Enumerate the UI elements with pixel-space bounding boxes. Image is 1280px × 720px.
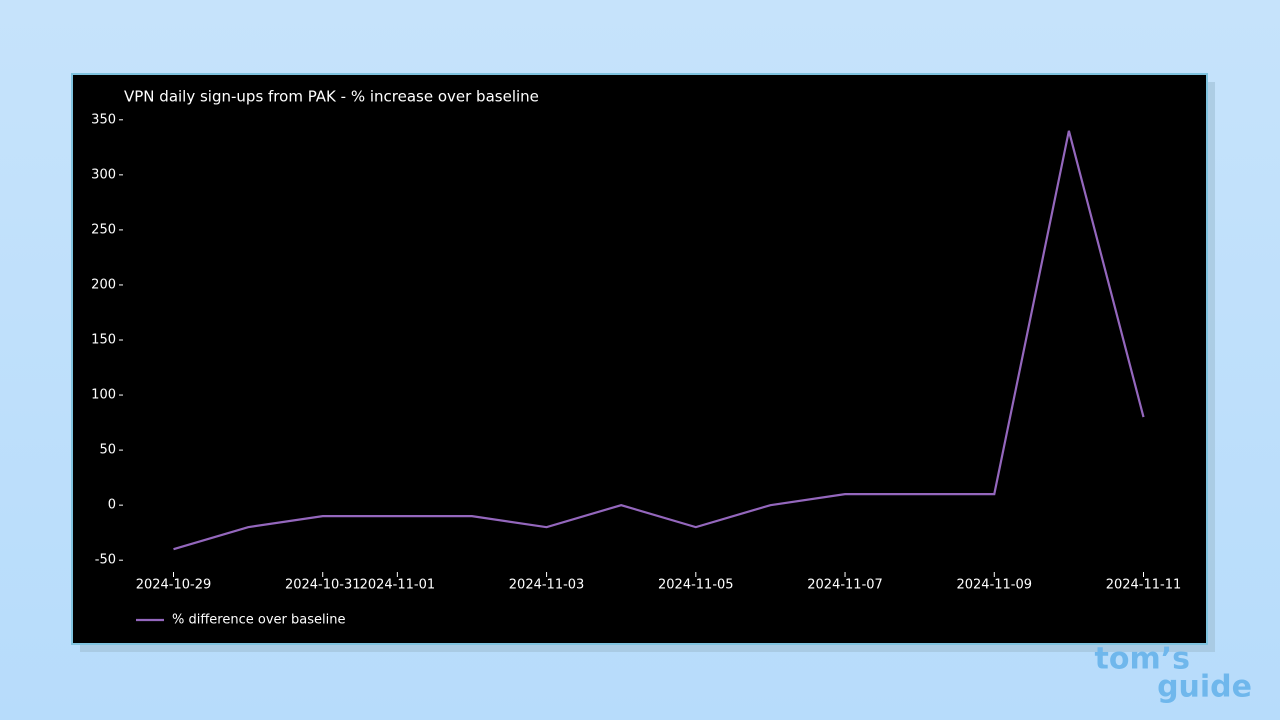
chart-title: VPN daily sign-ups from PAK - % increase… (124, 88, 539, 106)
y-tick-label: 200 (91, 277, 116, 292)
watermark: tom’s (1095, 642, 1190, 677)
x-tick-label: 2024-11-05 (658, 578, 734, 593)
line (173, 130, 1145, 551)
y-tick-label: 350 (91, 112, 116, 127)
y-tick-label: 50 (99, 443, 116, 458)
x-tick-label: 2024-11-07 (807, 578, 883, 593)
y-tick-label: -50 (95, 553, 116, 568)
y-tick-label: 100 (91, 388, 116, 403)
x-tick-label: 2024-11-01 (360, 578, 436, 593)
y-tick-label: 0 (108, 498, 116, 513)
watermark: guide (1157, 670, 1252, 705)
y-tick-label: 300 (91, 167, 116, 182)
x-tick-label: 2024-10-29 (136, 578, 212, 593)
x-tick-label: 2024-11-11 (1106, 578, 1182, 593)
x-tick-label: 2024-10-31 (285, 578, 361, 593)
y-tick-label: 250 (91, 222, 116, 237)
chart-panel (71, 73, 1208, 645)
legend-label: % difference over baseline (172, 613, 345, 628)
y-tick-label: 150 (91, 333, 116, 348)
x-tick-label: 2024-11-03 (509, 578, 585, 593)
x-tick-label: 2024-11-09 (956, 578, 1032, 593)
